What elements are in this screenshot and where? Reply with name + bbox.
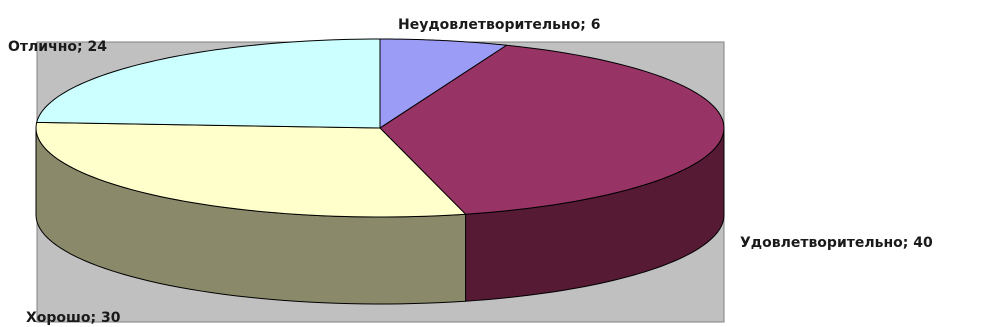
data-label-otlichno: Отлично; 24: [8, 39, 107, 55]
pie-slice-neudovletvoritelno: [379, 38, 508, 129]
data-label-khorosho: Хорошо; 30: [26, 310, 121, 326]
pie-slice-otlichno: [36, 38, 381, 129]
data-label-neudovletvoritelno: Неудовлетворительно; 6: [398, 17, 601, 33]
data-labels: Неудовлетворительно; 6 Удовлетворительно…: [8, 17, 933, 326]
data-label-udovletvoritelno: Удовлетворительно; 40: [740, 235, 933, 251]
pie-top-faces: [35, 38, 725, 218]
pie-slice-khorosho: [35, 121, 467, 218]
pie-slice-udovletvoritelno: [379, 44, 725, 215]
